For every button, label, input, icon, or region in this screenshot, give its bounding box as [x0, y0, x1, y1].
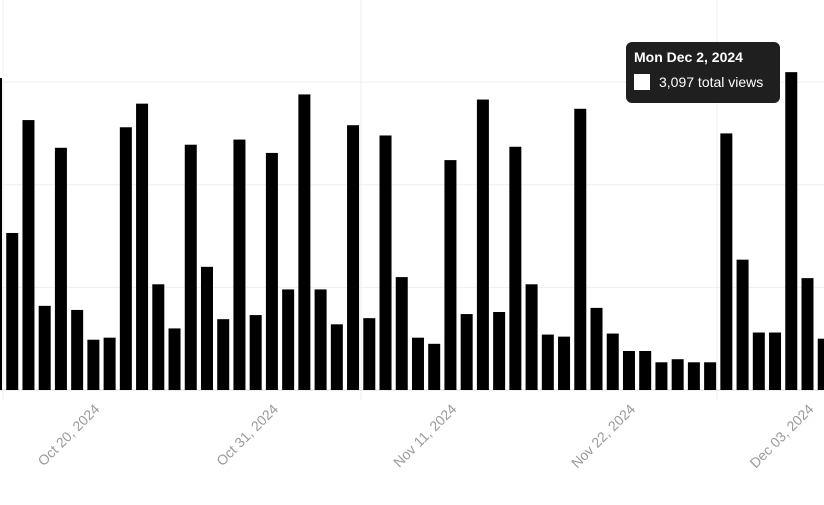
- bar: [168, 328, 181, 390]
- bar: [22, 120, 35, 390]
- bar: [54, 147, 67, 390]
- bar: [136, 103, 149, 390]
- tooltip-row: 3,097 total views: [634, 74, 772, 90]
- bar: [752, 332, 765, 390]
- bar: [671, 359, 684, 390]
- bar: [736, 259, 749, 390]
- bar: [606, 333, 619, 390]
- bar: [541, 334, 554, 390]
- bar: [785, 72, 798, 391]
- x-tick-label: Oct 31, 2024: [213, 401, 281, 469]
- bar: [558, 336, 571, 390]
- x-tick-label: Nov 22, 2024: [568, 401, 638, 471]
- bar: [330, 324, 343, 390]
- bar: [0, 78, 2, 390]
- bar: [184, 144, 197, 390]
- bar: [265, 152, 278, 390]
- bar: [411, 337, 424, 390]
- bar: [347, 125, 360, 391]
- bar: [476, 99, 489, 390]
- bar: [363, 318, 376, 390]
- bar: [655, 362, 668, 390]
- bar: [720, 133, 733, 390]
- tooltip-title: Mon Dec 2, 2024: [634, 49, 743, 65]
- bar: [639, 351, 652, 390]
- bar: [395, 277, 408, 390]
- bar: [314, 289, 327, 390]
- bar: [38, 305, 51, 390]
- bar: [103, 337, 116, 390]
- bar: [200, 266, 213, 390]
- bar: [282, 289, 295, 390]
- bar: [704, 362, 717, 390]
- bar: [249, 315, 262, 390]
- bar: [233, 139, 246, 390]
- bar: [687, 362, 700, 390]
- tooltip-swatch: [634, 74, 650, 90]
- bar: [298, 94, 311, 390]
- bar: [6, 232, 19, 390]
- bar: [119, 127, 132, 391]
- bar: [460, 314, 473, 390]
- bar: [87, 339, 100, 390]
- bar: [590, 307, 603, 390]
- bar: [769, 332, 782, 390]
- bar: [217, 319, 230, 390]
- bar: [71, 309, 84, 390]
- bar: [574, 108, 587, 390]
- bar: [152, 284, 165, 390]
- bar: [493, 312, 506, 390]
- x-tick-label: Dec 03, 2024: [746, 401, 816, 471]
- tooltip: Mon Dec 2, 2024 3,097 total views: [626, 42, 780, 103]
- tooltip-label: 3,097 total views: [659, 74, 764, 90]
- bar: [379, 135, 392, 390]
- bar: [509, 146, 522, 390]
- x-tick-label: Nov 11, 2024: [390, 401, 460, 471]
- bar: [428, 343, 441, 390]
- bar: [801, 278, 814, 390]
- bar: [444, 160, 457, 390]
- bar: [622, 351, 635, 390]
- bar: [525, 284, 538, 390]
- x-tick-label: Oct 20, 2024: [34, 401, 102, 469]
- bar: [817, 338, 824, 390]
